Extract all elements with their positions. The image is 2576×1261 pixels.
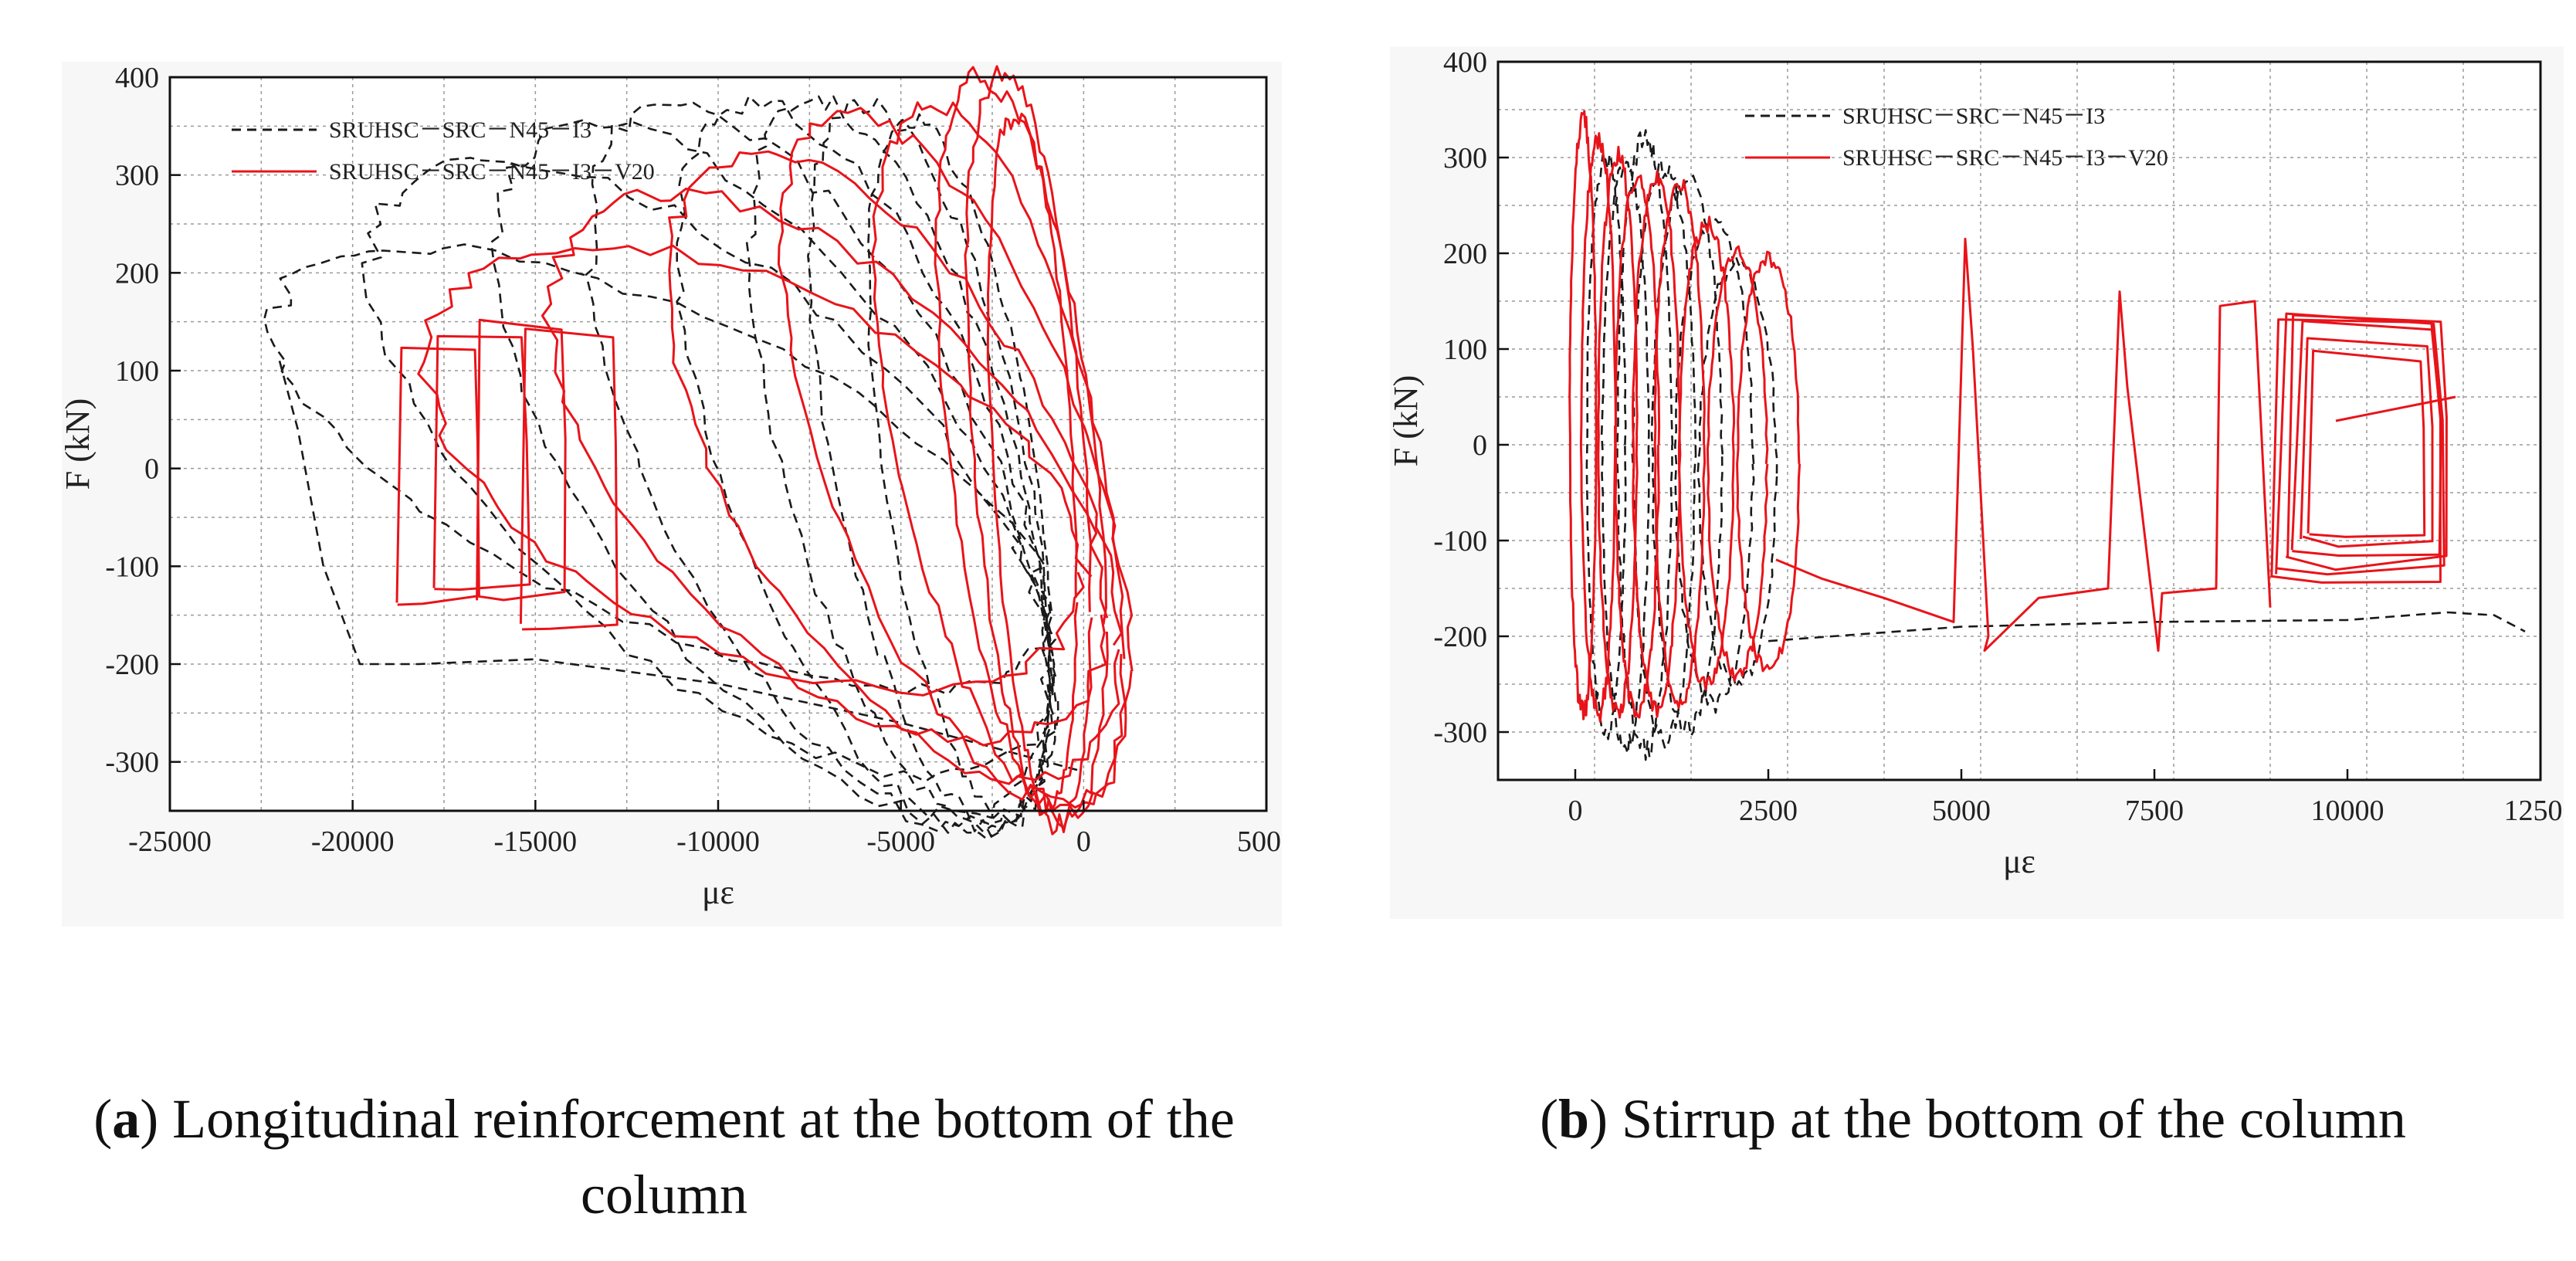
chart-b-frame	[1496, 60, 2542, 781]
y-tick-label: 100	[1443, 334, 1487, 366]
chart-b-legend: SRUHSC－SRC－N45－I3 SRUHSC－SRC－N45－I3－V20	[1745, 103, 2168, 171]
hysteresis-loop-box	[432, 334, 531, 592]
hysteresis-loop	[490, 119, 1059, 819]
hysteresis-loop-box	[2275, 312, 2446, 576]
x-tick-label: -15000	[494, 825, 578, 858]
series-a-I3-V20	[395, 65, 1134, 836]
caption-a-label: a	[112, 1088, 141, 1150]
x-tick-label: -20000	[311, 825, 395, 858]
legend-label: SRUHSC－SRC－N45－I3	[1842, 103, 2105, 129]
y-tick-label: 300	[115, 160, 159, 192]
y-tick-label: -300	[1433, 717, 1487, 749]
hysteresis-loop-box	[476, 318, 567, 602]
series-a-I3	[263, 95, 1084, 840]
hysteresis-loop	[1736, 250, 1802, 673]
hysteresis-loop	[585, 101, 1057, 832]
x-tick-label: 12500	[2504, 795, 2564, 827]
caption-b: (b) Stirrup at the bottom of the column	[1540, 1088, 2406, 1150]
chart-a-legend: SRUHSC－SRC－N45－I3 SRUHSC－SRC－N45－I3－V20	[232, 117, 655, 185]
x-axis-label: με	[2003, 842, 2035, 880]
y-tick-label: -300	[105, 747, 159, 779]
hysteresis-loop	[676, 95, 1054, 840]
x-tick-label: 5000	[1237, 825, 1282, 858]
x-tick-label: 10000	[2311, 795, 2384, 827]
legend-label: SRUHSC－SRC－N45－I3－V20	[329, 159, 655, 185]
caption-a: (a) Longitudinal reinforcement at the bo…	[93, 1088, 1235, 1225]
chart-panel-b: 0 2500 5000 7500 10000 12500 -300 -200 -100 0 100 2…	[1382, 0, 2564, 927]
y-tick-label: -100	[105, 551, 159, 583]
y-tick-label: 300	[1443, 142, 1487, 175]
caption-b-text: ) Stirrup at the bottom of the column	[1589, 1088, 2406, 1150]
chart-a-grid	[170, 77, 1266, 811]
hysteresis-loop	[1600, 161, 1650, 755]
hysteresis-loop-box	[2290, 320, 2442, 557]
hysteresis-loop	[668, 150, 1123, 785]
envelope-path	[1768, 611, 2526, 642]
hysteresis-loop	[1585, 153, 1627, 741]
y-tick-label: -200	[105, 649, 159, 681]
hysteresis-loop	[1706, 245, 1769, 683]
y-tick-label: 200	[115, 257, 159, 290]
x-axis-label: με	[702, 873, 734, 911]
y-tick-label: 400	[115, 62, 159, 94]
hysteresis-loop	[1650, 175, 1724, 737]
hysteresis-loop	[263, 243, 1057, 696]
x-tick-label: 5000	[1932, 795, 1991, 827]
hysteresis-loop	[541, 187, 1109, 747]
legend-label: SRUHSC－SRC－N45－I3－V20	[1842, 145, 2168, 171]
envelope-path	[1775, 237, 2272, 653]
hysteresis-loop	[1579, 132, 1617, 723]
series-b-I3-V20	[1568, 110, 2456, 723]
hysteresis-loop	[1678, 215, 1736, 691]
unloading-path	[2335, 395, 2456, 422]
y-tick-label: -200	[1433, 621, 1487, 653]
hysteresis-loop	[417, 244, 1093, 697]
x-tick-label: 2500	[1739, 795, 1798, 827]
hysteresis-loop	[934, 66, 1109, 829]
x-tick-label: -25000	[128, 825, 212, 858]
hysteresis-loop-box	[2285, 314, 2448, 571]
y-tick-label: 100	[115, 355, 159, 388]
envelope-path	[278, 360, 1084, 773]
x-tick-label: -10000	[676, 825, 760, 858]
chart-panel-a: -25000 -20000 -15000 -10000 -5000 0 5000 -300 -2…	[46, 0, 1282, 927]
hysteresis-loop	[986, 112, 1079, 814]
y-tick-label: 0	[1473, 429, 1487, 462]
caption-b-label: b	[1558, 1088, 1590, 1150]
hysteresis-loop-box	[2300, 337, 2434, 548]
x-tick-label: 0	[1076, 825, 1091, 858]
y-tick-label: 400	[1443, 46, 1487, 79]
x-tick-label: -5000	[866, 825, 935, 858]
hysteresis-loop	[777, 107, 1134, 809]
hysteresis-loop	[871, 101, 1127, 819]
y-tick-label: -100	[1433, 525, 1487, 558]
hysteresis-loop	[1653, 178, 1707, 709]
caption-a-text: ) Longitudinal reinforcement at the bott…	[140, 1088, 1235, 1225]
y-axis-label: F (kN)	[59, 398, 97, 490]
x-tick-label: 7500	[2125, 795, 2184, 827]
chart-b-svg: 0 2500 5000 7500 10000 12500 -300 -200 -100 0 100 2…	[1387, 46, 2564, 919]
y-tick-label: 200	[1443, 238, 1487, 270]
hysteresis-loop	[361, 157, 1051, 782]
hysteresis-loop	[867, 113, 1054, 824]
y-tick-label: 0	[144, 453, 159, 486]
hysteresis-loop-box	[519, 327, 619, 631]
x-tick-label: 0	[1568, 795, 1583, 827]
chart-a-svg: -25000 -20000 -15000 -10000 -5000 0 5000 -300 -2…	[59, 62, 1282, 927]
hysteresis-loop-box	[2307, 349, 2426, 538]
y-axis-label: F (kN)	[1387, 375, 1425, 467]
legend-label: SRUHSC－SRC－N45－I3	[329, 117, 591, 143]
